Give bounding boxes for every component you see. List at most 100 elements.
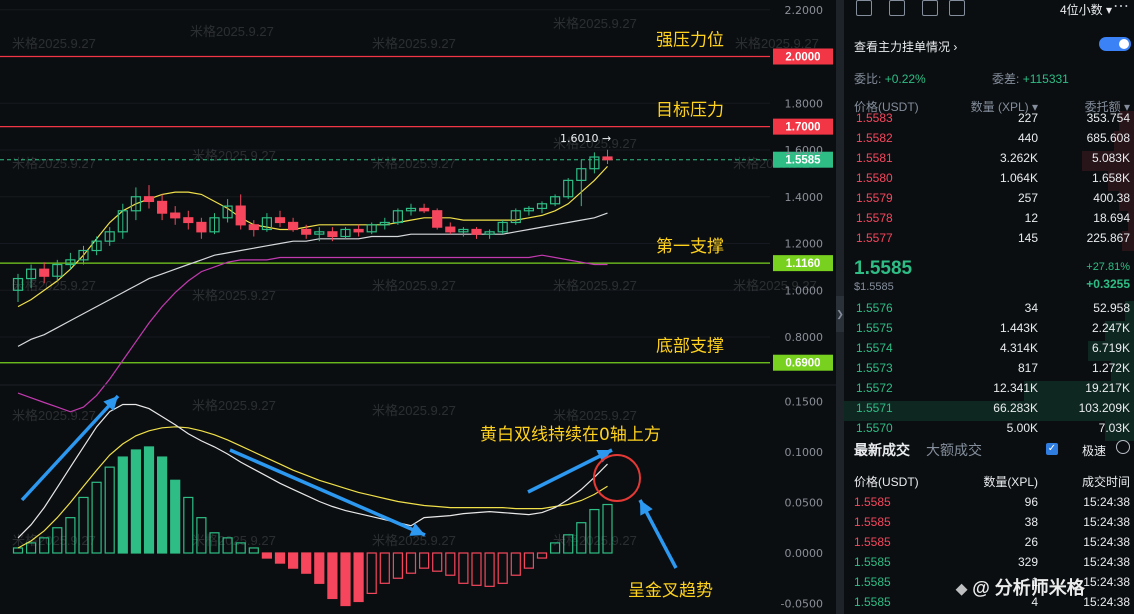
view-depth-icon[interactable] [949, 0, 965, 16]
candle-body [104, 231, 115, 242]
bid-ratio-label: 委比: [854, 72, 882, 86]
bid-row[interactable]: 1.5571 66.283K 103.209K [844, 401, 1134, 421]
main-orders-toggle[interactable] [1099, 37, 1131, 51]
bid-qty: 66.283K [993, 401, 1038, 415]
macd-dif-line [17, 403, 608, 539]
ask-row[interactable]: 1.5583 227 353.754 [844, 111, 1134, 131]
bid-row[interactable]: 1.5570 5.00K 7.03K [844, 421, 1134, 441]
macd-histogram-bar [261, 552, 272, 559]
ask-price: 1.5583 [856, 111, 893, 125]
watermark-text: 米格2025.9.27 [553, 136, 637, 151]
level-label: 底部支撑 [656, 337, 724, 357]
candle-body [288, 221, 299, 231]
trade-row[interactable]: 1.5585 96 15:24:38 [844, 495, 1134, 515]
candle-body [379, 221, 390, 226]
collapse-handle-icon[interactable]: ❯ [836, 296, 844, 332]
gear-icon[interactable] [1116, 440, 1130, 454]
ask-row[interactable]: 1.5579 257 400.38 [844, 191, 1134, 211]
ask-row[interactable]: 1.5581 3.262K 5.083K [844, 151, 1134, 171]
col-qty-header[interactable]: 数量 (XPL) ▾ [971, 98, 1038, 115]
ask-depth-bar [1114, 131, 1134, 151]
candle-body [78, 249, 89, 261]
watermark-text: 米格2025.9.27 [192, 398, 276, 413]
kline-chart[interactable]: 米格2025.9.27 米格2025.9.27 米格2025.9.27 米格2025.… [0, 0, 836, 614]
macd-histogram-bar [340, 552, 351, 607]
trade-row[interactable]: 1.5585 4 15:24:38 [844, 595, 1134, 614]
candle-body [235, 205, 246, 226]
candle-body [510, 210, 521, 224]
bid-price: 1.5570 [856, 421, 893, 435]
trade-price: 1.5585 [854, 535, 891, 549]
level-price-text: 1.7000 [785, 122, 820, 134]
macd-histogram-bar [353, 552, 364, 603]
level-price-text: 2.0000 [785, 52, 820, 64]
y-axis-tick-label: 1.0000 [785, 284, 824, 297]
tab-large-trades[interactable]: 大额成交 [926, 442, 982, 458]
bid-depth-bar [1088, 341, 1134, 361]
fast-checkbox[interactable]: ✓ [1046, 443, 1058, 455]
ask-total: 225.867 [1086, 231, 1130, 245]
bid-diff-value: +115331 [1022, 72, 1069, 86]
macd-histogram-bar [183, 496, 194, 554]
bid-qty: 1.443K [999, 321, 1038, 335]
candle-body [52, 263, 63, 277]
trade-row[interactable]: 1.5585 1 15:24:38 [844, 575, 1134, 595]
bid-row[interactable]: 1.5573 817 1.272K [844, 361, 1134, 381]
bid-price: 1.5573 [856, 361, 893, 375]
trade-row[interactable]: 1.5585 38 15:24:38 [844, 515, 1134, 535]
bid-row[interactable]: 1.5575 1.443K 2.247K [844, 321, 1134, 341]
ask-row[interactable]: 1.5577 145 225.867 [844, 231, 1134, 251]
ask-row[interactable]: 1.5578 12 18.694 [844, 211, 1134, 231]
bid-depth-bar [1024, 381, 1134, 401]
macd-histogram-bar [274, 552, 286, 564]
logo-icon: ⬥ [956, 581, 968, 598]
macd-histogram-bar [327, 552, 338, 600]
view-main-orders-link[interactable]: 查看主力挂单情况 › [854, 38, 957, 55]
trade-row[interactable]: 1.5585 26 15:24:38 [844, 535, 1134, 555]
bid-qty: 12.341K [993, 381, 1038, 395]
bid-qty: 34 [1024, 301, 1038, 315]
macd-histogram-bar [196, 517, 207, 554]
macd-histogram-bar [65, 517, 76, 554]
macd-histogram-bar [602, 503, 613, 554]
ask-row[interactable]: 1.5582 440 685.608 [844, 131, 1134, 151]
candle-body [563, 179, 574, 198]
macd-histogram-bar [549, 542, 561, 554]
candle-body [602, 156, 613, 161]
decimal-select[interactable]: 4位小数 ▾ [1060, 1, 1112, 18]
bid-depth-bar [1105, 421, 1134, 441]
high-price-label: 1.6010 → [560, 132, 611, 145]
more-icon[interactable]: ⋯ [1113, 0, 1130, 15]
bid-price: 1.5571 [856, 401, 893, 415]
view-both-icon[interactable] [856, 0, 872, 16]
macd-histogram-bar [497, 552, 508, 584]
col-total-header[interactable]: 委托额 ▾ [1085, 98, 1130, 115]
chevron-right-icon: › [953, 40, 958, 54]
ask-row[interactable]: 1.5580 1.064K 1.658K [844, 171, 1134, 191]
macd-histogram-bar [117, 456, 128, 554]
macd-histogram-bar [91, 481, 102, 554]
trade-price: 1.5585 [854, 515, 891, 529]
trade-price: 1.5585 [854, 575, 891, 589]
level-price-text: 0.6900 [785, 358, 820, 370]
bid-row[interactable]: 1.5574 4.314K 6.719K [844, 341, 1134, 361]
macd-histogram-bar [563, 534, 574, 554]
chart-canvas[interactable]: 米格2025.9.27 米格2025.9.27 米格2025.9.27 米格2025.… [0, 0, 836, 614]
trend-arrow [229, 448, 426, 537]
trade-price: 1.5585 [854, 555, 891, 569]
tab-latest-trades[interactable]: 最新成交 [854, 442, 910, 458]
candle-body [497, 221, 508, 233]
watermark-text: 米格2025.9.27 [553, 533, 637, 548]
golden-cross-annotation: 呈金叉趋势 [628, 581, 713, 601]
bollinger-mid-line [17, 165, 608, 308]
bid-row[interactable]: 1.5576 34 52.958 [844, 301, 1134, 321]
author-name: @ 分析师米格 [972, 578, 1085, 598]
trade-row[interactable]: 1.5585 329 15:24:38 [844, 555, 1134, 575]
ask-qty: 227 [1017, 111, 1038, 125]
trend-arrow [527, 448, 613, 494]
bid-row[interactable]: 1.5572 12.341K 19.217K [844, 381, 1134, 401]
ask-total: 353.754 [1086, 111, 1130, 125]
chevron-down-icon: ▾ [1031, 100, 1038, 114]
view-bids-icon[interactable] [889, 0, 905, 16]
view-asks-icon[interactable] [922, 0, 938, 16]
